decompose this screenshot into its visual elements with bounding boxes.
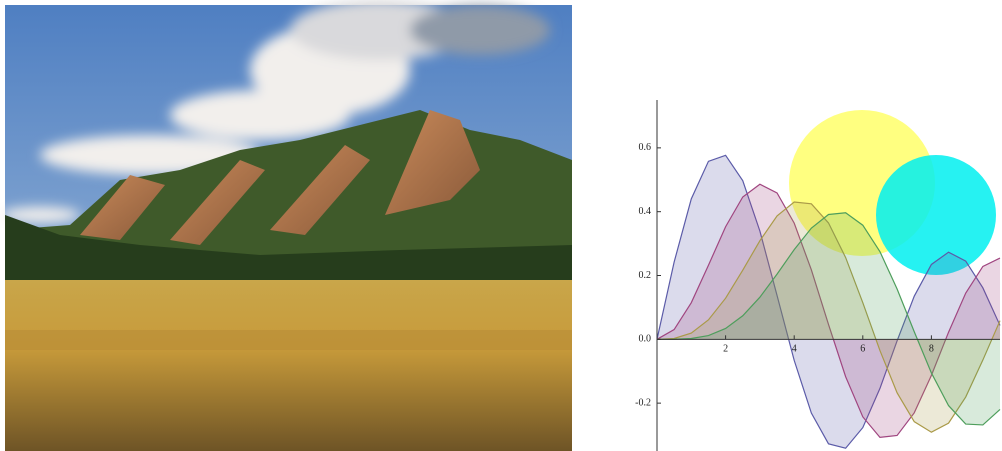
- x-tick-label: 4: [792, 344, 797, 355]
- series-line: [656, 154, 1001, 449]
- plot: 2 4 6 8 -0.2 0.0 0.2 0.4 0.6: [635, 100, 1001, 451]
- y-tick-label: -0.2: [635, 397, 651, 408]
- x-tick-label: 8: [929, 344, 934, 355]
- y-tick-label: 0.6: [639, 142, 652, 153]
- area: [657, 212, 1000, 425]
- photo: [0, 0, 572, 451]
- area: [657, 202, 1000, 433]
- y-tick-label: 0.4: [639, 206, 652, 217]
- series-line: [656, 183, 1001, 439]
- x-tick-label: 6: [860, 344, 865, 355]
- y-tick-label: 0.2: [639, 270, 652, 281]
- y-tick-label: 0.0: [639, 334, 652, 345]
- x-tick-label: 2: [723, 344, 728, 355]
- series-line: [656, 212, 1001, 426]
- series-line: [656, 201, 1001, 433]
- area: [657, 155, 1000, 449]
- area: [657, 184, 1000, 438]
